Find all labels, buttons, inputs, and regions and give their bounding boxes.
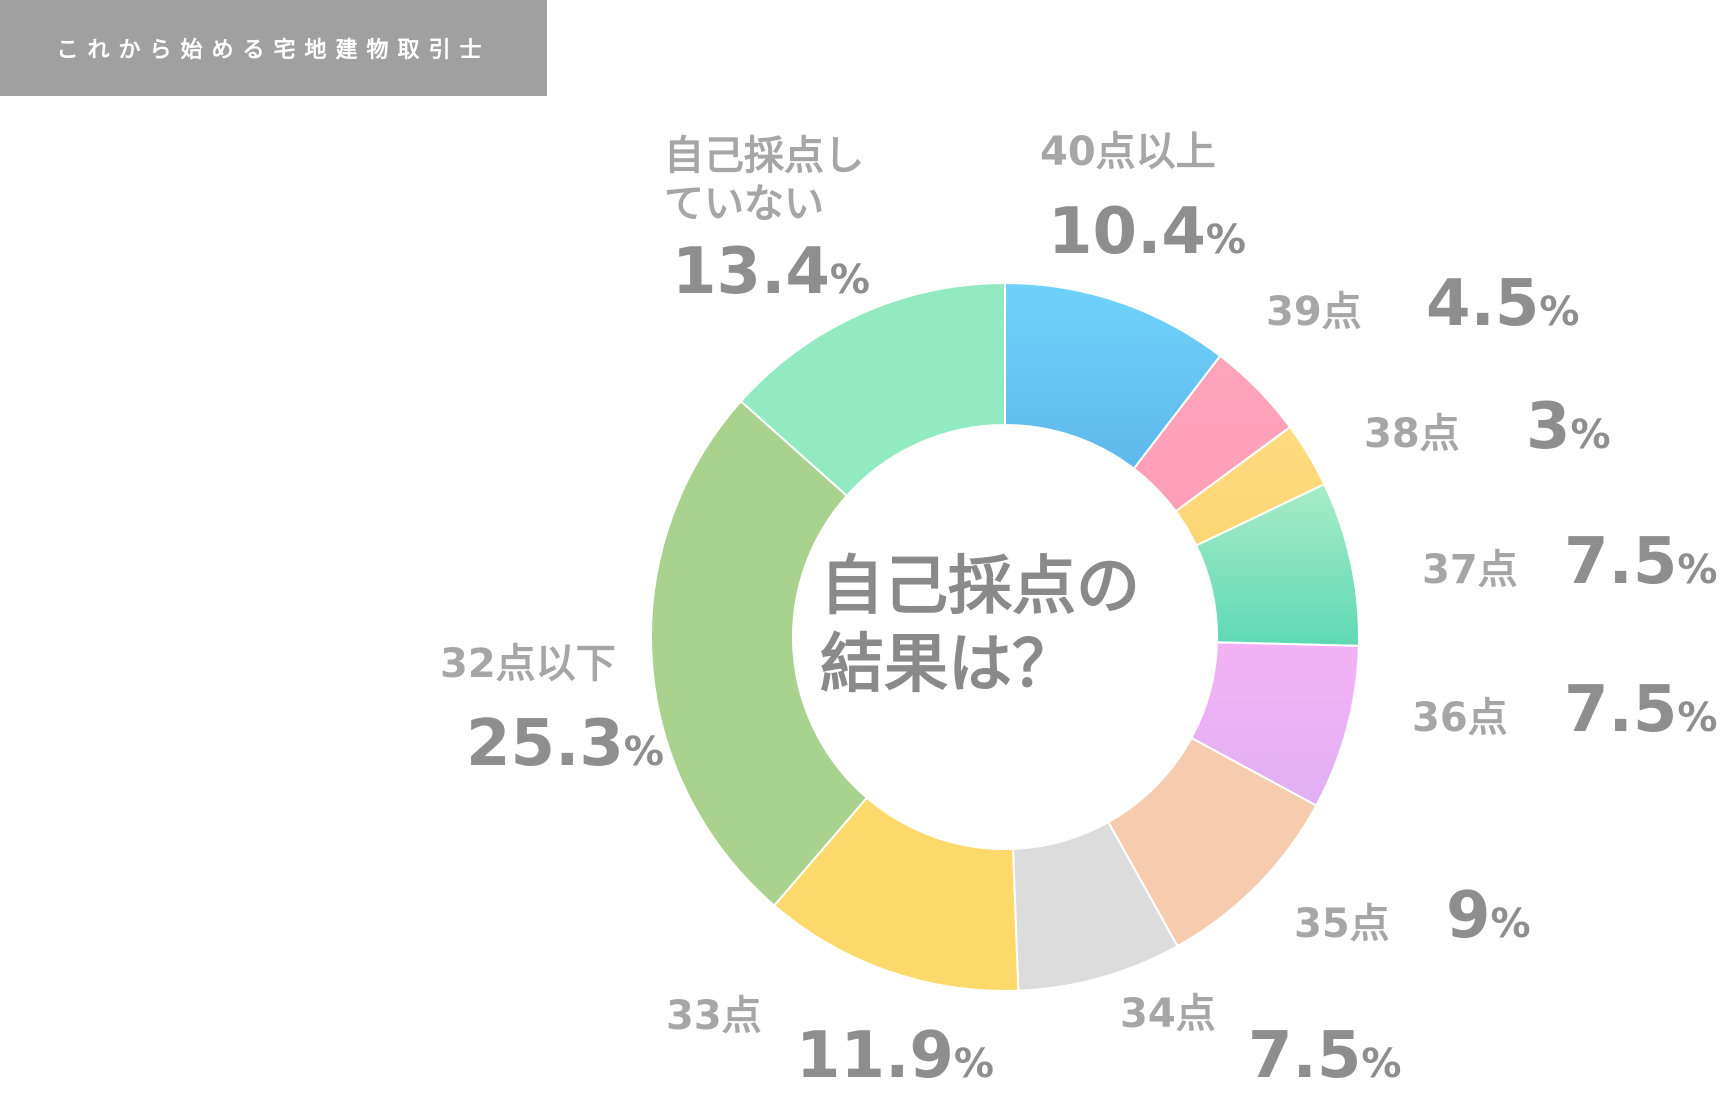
donut-slice-9 (739, 281, 1006, 498)
value-number: 13.4 (672, 235, 830, 309)
label-line: ていない (664, 181, 824, 227)
slice-value-35: 9% (1446, 884, 1531, 948)
percent-sign: % (829, 257, 870, 303)
slice-label-36: 36点 (1412, 695, 1508, 741)
slice-label-39: 39点 (1266, 289, 1362, 335)
value-number: 3 (1526, 390, 1571, 464)
percent-sign: % (953, 1041, 994, 1087)
brand-text: これから始める宅地建物取引士 (56, 38, 491, 63)
center-title-line1: 自己採点の (820, 550, 1140, 624)
donut-slice-8 (650, 399, 869, 907)
center-title-line2: 結果は？ (820, 628, 1076, 702)
slice-label-33: 33点 (666, 993, 762, 1039)
brand-banner: これから始める宅地建物取引士 (0, 0, 547, 96)
value-number: 7.5 (1564, 673, 1678, 747)
value-number: 25.3 (466, 707, 624, 781)
percent-sign: % (1677, 547, 1718, 593)
percent-sign: % (1361, 1041, 1402, 1087)
slice-label-32under: 32点以下 (440, 641, 616, 687)
percent-sign: % (1539, 289, 1580, 335)
slice-value-37: 7.5% (1564, 530, 1717, 594)
slice-value-40plus: 10.4% (1048, 200, 1246, 264)
slice-label-37: 37点 (1422, 547, 1518, 593)
slice-value-34: 7.5% (1248, 1024, 1401, 1088)
slice-label-not-scored: 自己採点し ていない (664, 132, 864, 228)
slice-value-36: 7.5% (1564, 678, 1717, 742)
slice-value-32under: 25.3% (466, 712, 664, 776)
center-title: 自己採点の 結果は？ (820, 548, 1200, 704)
label-line: 自己採点し (664, 133, 864, 179)
value-number: 9 (1446, 879, 1491, 953)
slice-value-38: 3% (1526, 395, 1611, 459)
value-number: 11.9 (796, 1019, 954, 1093)
percent-sign: % (1570, 412, 1611, 458)
slice-value-not-scored: 13.4% (672, 240, 870, 304)
value-number: 10.4 (1048, 195, 1206, 269)
slice-label-34: 34点 (1120, 991, 1216, 1037)
value-number: 7.5 (1248, 1019, 1362, 1093)
slice-label-38: 38点 (1364, 411, 1460, 457)
slice-label-40plus: 40点以上 (1040, 129, 1216, 175)
slice-value-33: 11.9% (796, 1024, 994, 1088)
percent-sign: % (1677, 695, 1718, 741)
value-number: 7.5 (1564, 525, 1678, 599)
slice-label-35: 35点 (1294, 901, 1390, 947)
slice-value-39: 4.5% (1426, 272, 1579, 336)
percent-sign: % (623, 729, 664, 775)
percent-sign: % (1490, 901, 1531, 947)
value-number: 4.5 (1426, 267, 1540, 341)
percent-sign: % (1205, 217, 1246, 263)
